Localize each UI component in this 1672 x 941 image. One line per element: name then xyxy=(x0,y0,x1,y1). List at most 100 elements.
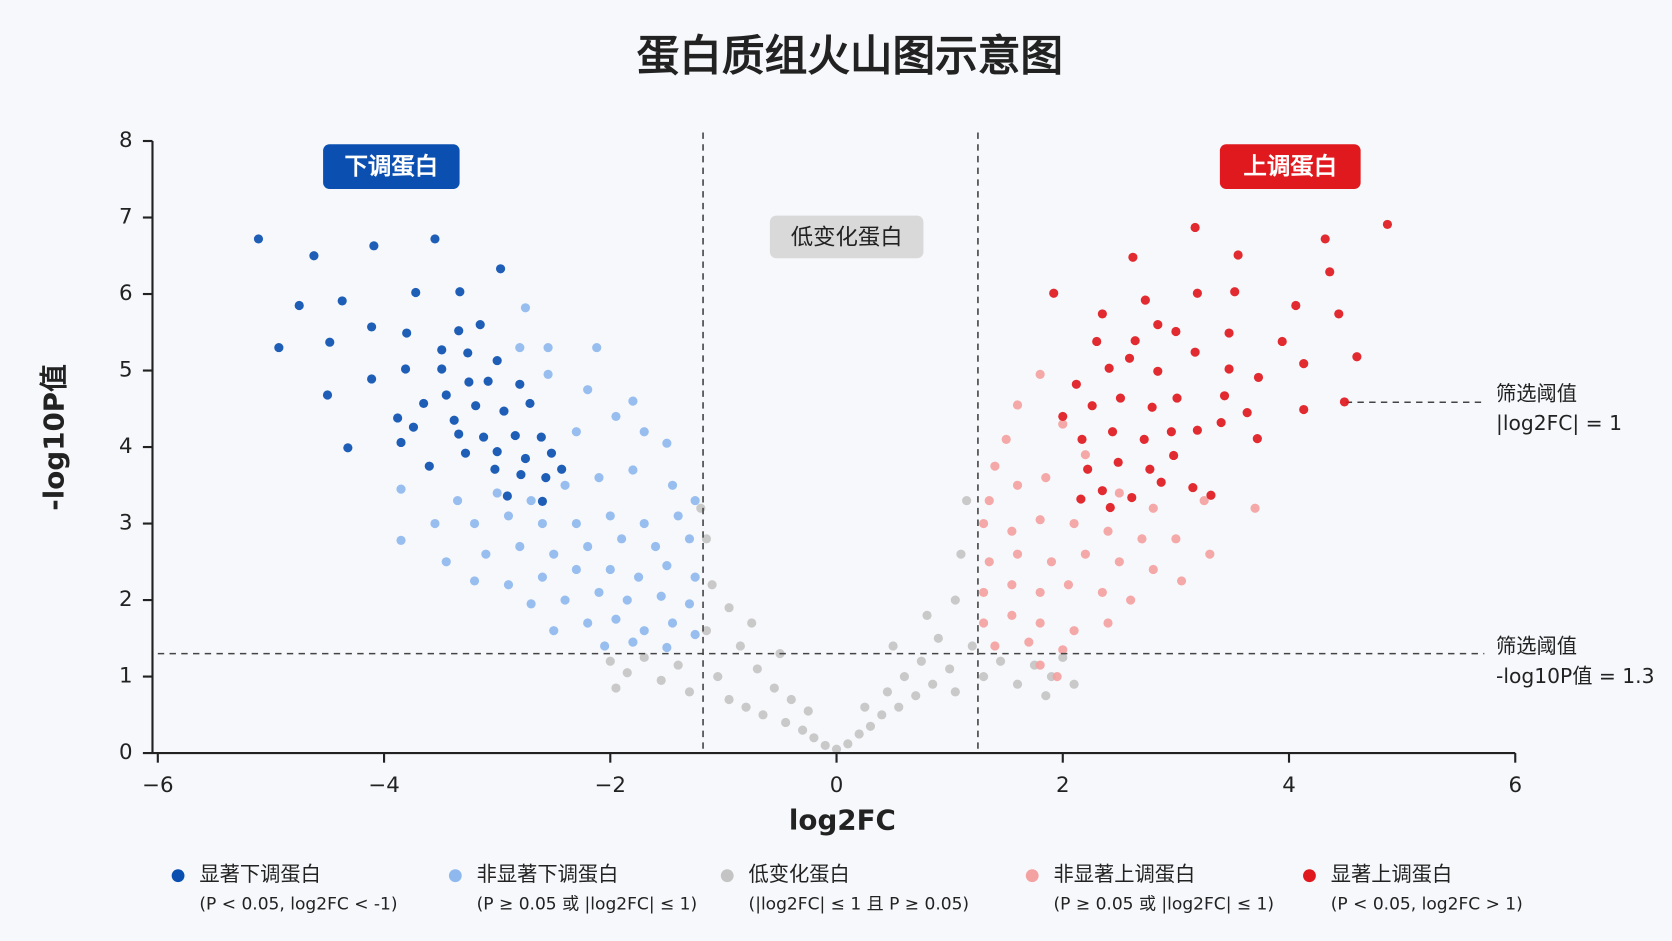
data-point xyxy=(831,744,842,754)
data-point xyxy=(526,496,536,506)
data-point xyxy=(1192,425,1202,435)
data-point xyxy=(781,717,791,728)
data-point xyxy=(600,641,610,651)
data-point xyxy=(950,595,960,605)
data-point xyxy=(571,564,581,575)
data-point xyxy=(408,422,419,432)
data-point xyxy=(1277,336,1287,347)
data-point xyxy=(549,626,559,636)
data-point xyxy=(1224,364,1234,374)
data-point xyxy=(454,429,464,439)
data-point xyxy=(860,702,870,712)
data-point xyxy=(455,287,465,297)
data-point xyxy=(1052,671,1062,682)
data-point xyxy=(537,496,548,506)
data-point xyxy=(724,603,734,613)
data-point xyxy=(515,342,525,353)
data-point xyxy=(430,518,440,529)
data-point xyxy=(922,610,932,620)
data-point xyxy=(1250,503,1260,513)
x-tick-label: −2 xyxy=(595,773,626,798)
data-point xyxy=(741,702,751,712)
data-point xyxy=(990,641,1000,651)
data-point xyxy=(1097,587,1107,597)
data-point xyxy=(707,580,717,590)
data-point xyxy=(735,641,745,651)
data-point xyxy=(367,322,377,332)
data-point xyxy=(543,369,553,379)
data-point xyxy=(1176,576,1187,586)
data-point xyxy=(549,549,559,559)
data-point xyxy=(437,345,447,355)
data-point xyxy=(667,618,678,628)
legend-note: (|log2FC| ≤ 1 且 P ≥ 0.05) xyxy=(749,894,970,914)
data-point xyxy=(1046,557,1057,567)
data-point xyxy=(526,599,536,609)
y-axis-label: -log10P值 xyxy=(37,364,70,511)
data-point xyxy=(337,296,347,306)
data-point xyxy=(481,549,491,559)
data-point xyxy=(1216,417,1226,428)
data-point xyxy=(894,702,904,712)
data-point xyxy=(605,511,615,521)
data-point xyxy=(1114,557,1124,567)
data-point xyxy=(1012,549,1023,559)
data-point xyxy=(1334,309,1344,319)
data-point xyxy=(633,572,644,582)
data-point xyxy=(1083,464,1093,474)
data-point xyxy=(1252,434,1262,444)
data-point xyxy=(583,385,593,395)
data-point xyxy=(656,675,666,685)
data-point xyxy=(696,503,706,513)
data-point xyxy=(571,427,581,437)
data-point xyxy=(1007,610,1017,620)
data-point xyxy=(483,376,493,386)
data-point xyxy=(611,683,621,693)
data-point xyxy=(1103,526,1113,536)
data-point xyxy=(1076,494,1086,504)
threshold-text: |log2FC| = 1 xyxy=(1496,411,1622,435)
x-tick-label: 0 xyxy=(830,773,844,798)
y-tick-label: 0 xyxy=(119,740,133,765)
data-point xyxy=(622,668,632,678)
data-point xyxy=(662,642,672,653)
data-point xyxy=(1171,326,1181,337)
data-point xyxy=(516,469,526,480)
data-point xyxy=(402,328,412,338)
data-point xyxy=(690,496,700,506)
data-point xyxy=(492,447,502,457)
y-tick-label: 7 xyxy=(119,205,133,230)
data-point xyxy=(979,671,989,682)
legend-note: (P ≥ 0.05 或 |log2FC| ≤ 1) xyxy=(477,894,698,914)
data-point xyxy=(1113,457,1123,467)
data-point xyxy=(911,691,921,701)
data-point xyxy=(367,374,377,384)
data-point xyxy=(1007,580,1017,590)
data-point xyxy=(888,641,898,651)
data-point xyxy=(1148,564,1158,575)
data-point xyxy=(1190,347,1200,357)
data-point xyxy=(437,364,447,374)
data-point xyxy=(525,398,535,409)
data-point xyxy=(1219,391,1230,401)
data-point xyxy=(1080,450,1090,460)
data-point xyxy=(701,626,712,636)
data-point xyxy=(419,398,429,409)
data-point xyxy=(546,448,557,458)
data-point xyxy=(673,511,683,521)
data-point xyxy=(1128,252,1138,262)
data-point xyxy=(1233,250,1243,260)
data-point xyxy=(684,599,695,609)
data-point xyxy=(594,587,604,597)
data-point xyxy=(639,626,649,636)
data-point xyxy=(322,390,333,400)
data-point xyxy=(1103,618,1113,628)
data-point xyxy=(617,534,627,544)
data-point xyxy=(724,694,734,705)
data-point xyxy=(520,453,531,464)
data-point xyxy=(1069,626,1079,636)
data-point xyxy=(499,406,509,416)
data-point xyxy=(990,461,1000,471)
data-point xyxy=(1041,473,1051,483)
legend-marker xyxy=(1025,869,1039,883)
